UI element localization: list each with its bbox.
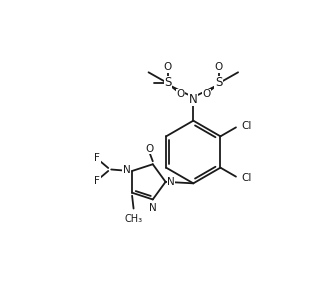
- Text: Cl: Cl: [241, 121, 252, 131]
- Text: O: O: [215, 62, 223, 72]
- Text: F: F: [94, 176, 100, 186]
- Text: O: O: [176, 89, 185, 99]
- Text: N: N: [149, 203, 157, 213]
- Text: N: N: [167, 177, 175, 187]
- Text: CH₃: CH₃: [124, 214, 143, 224]
- Text: F: F: [94, 153, 100, 163]
- Text: N: N: [189, 93, 198, 106]
- Text: N: N: [123, 165, 131, 175]
- Text: S: S: [215, 76, 222, 89]
- Text: O: O: [202, 89, 210, 99]
- Text: O: O: [164, 62, 172, 72]
- Text: S: S: [164, 76, 172, 89]
- Text: Cl: Cl: [241, 173, 252, 183]
- Text: O: O: [145, 144, 153, 154]
